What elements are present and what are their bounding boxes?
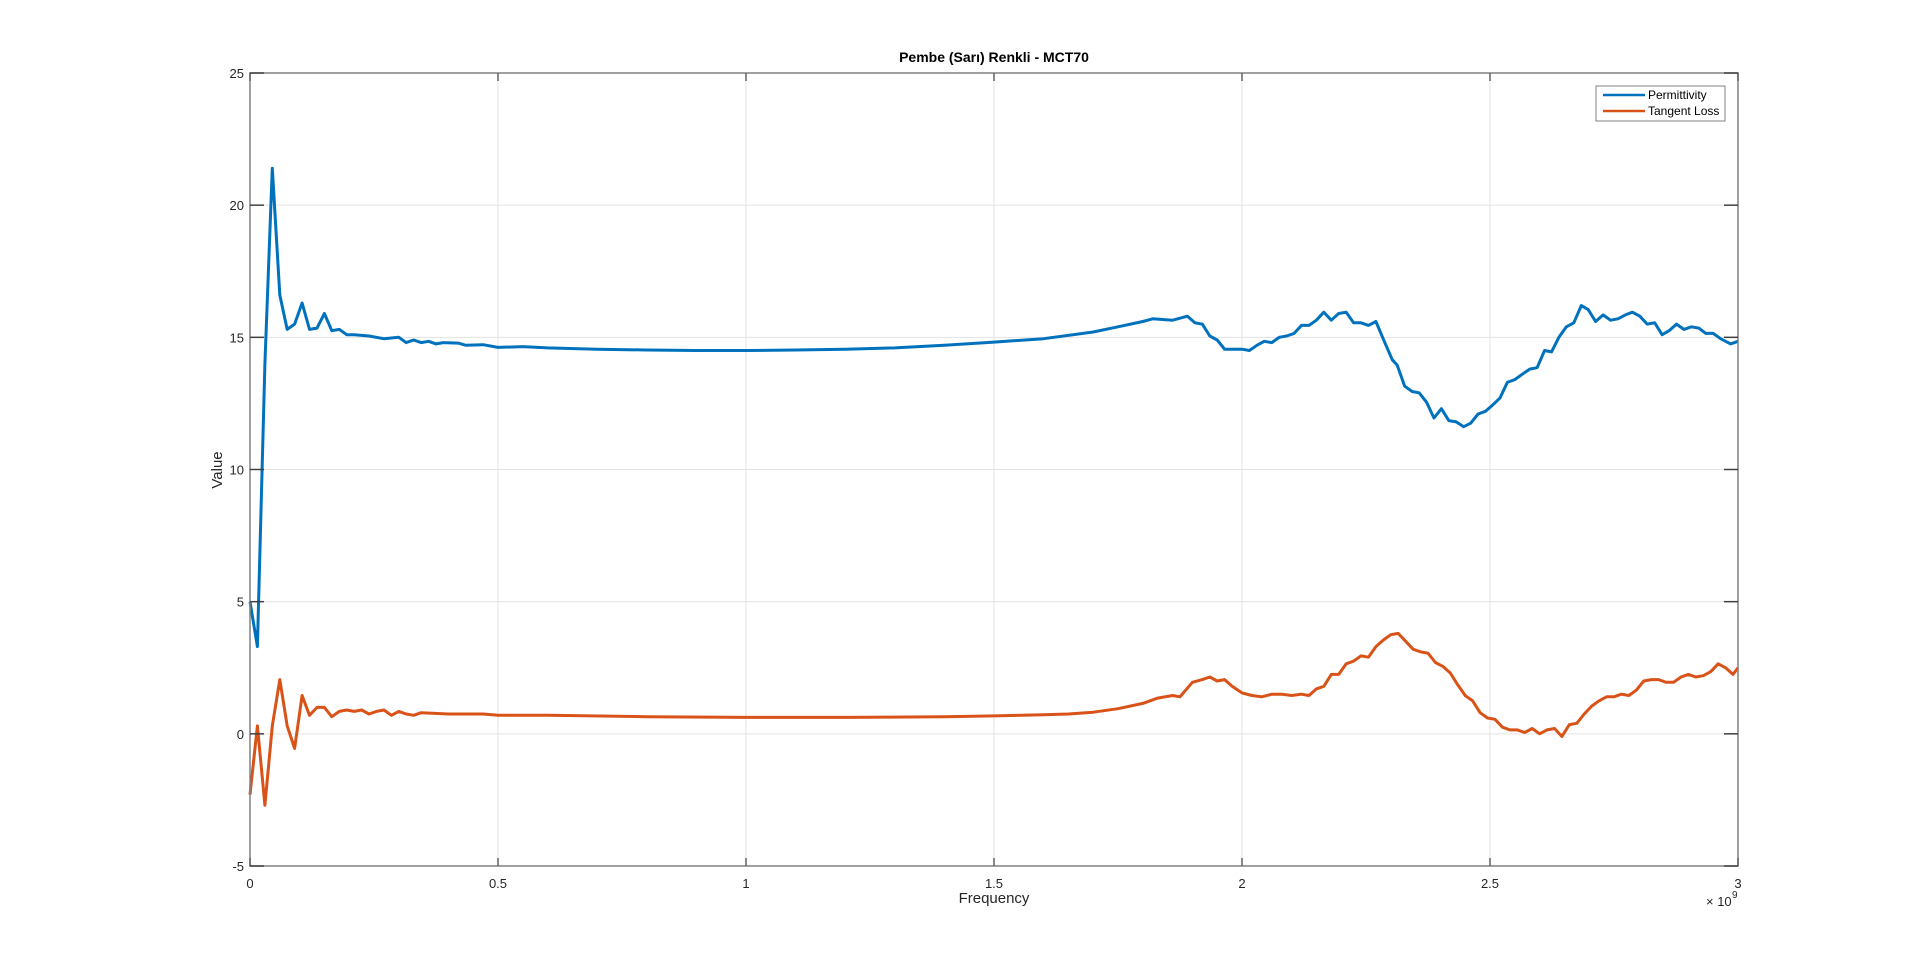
y-tick-label: 0 xyxy=(237,727,244,742)
series-group xyxy=(248,166,1740,807)
x-tick-label: 0 xyxy=(246,876,253,891)
series-line-permittivity xyxy=(248,166,1739,649)
y-tick-label: -5 xyxy=(232,859,244,874)
x-tick-label: 1.5 xyxy=(985,876,1003,891)
chart-title: Pembe (Sarı) Renkli - MCT70 xyxy=(899,49,1089,65)
x-exponent-power: 9 xyxy=(1732,890,1738,901)
x-tick-label: 3 xyxy=(1734,876,1741,891)
legend[interactable]: Permittivity Tangent Loss xyxy=(1595,85,1726,122)
legend-box xyxy=(1595,85,1726,122)
x-tick-label: 2.5 xyxy=(1481,876,1499,891)
x-exponent: × 10 9 xyxy=(1706,890,1738,909)
legend-label-tangent-loss: Tangent Loss xyxy=(1648,104,1719,118)
y-tick-label: 15 xyxy=(230,330,244,345)
x-tick-label: 2 xyxy=(1238,876,1245,891)
x-tick-label: 1 xyxy=(742,876,749,891)
y-tick-label: 20 xyxy=(230,198,244,213)
x-tick-label: 0.5 xyxy=(489,876,507,891)
legend-label-permittivity: Permittivity xyxy=(1648,88,1707,102)
x-axis-label: Frequency xyxy=(959,890,1030,907)
y-tick-label: 5 xyxy=(237,595,244,610)
y-axis-label: Value xyxy=(209,451,226,488)
series-line-tangent-loss xyxy=(248,631,1740,807)
y-tick-label: 10 xyxy=(230,463,244,478)
x-exponent-base: × 10 xyxy=(1706,894,1732,909)
y-tick-label: 25 xyxy=(230,66,244,81)
